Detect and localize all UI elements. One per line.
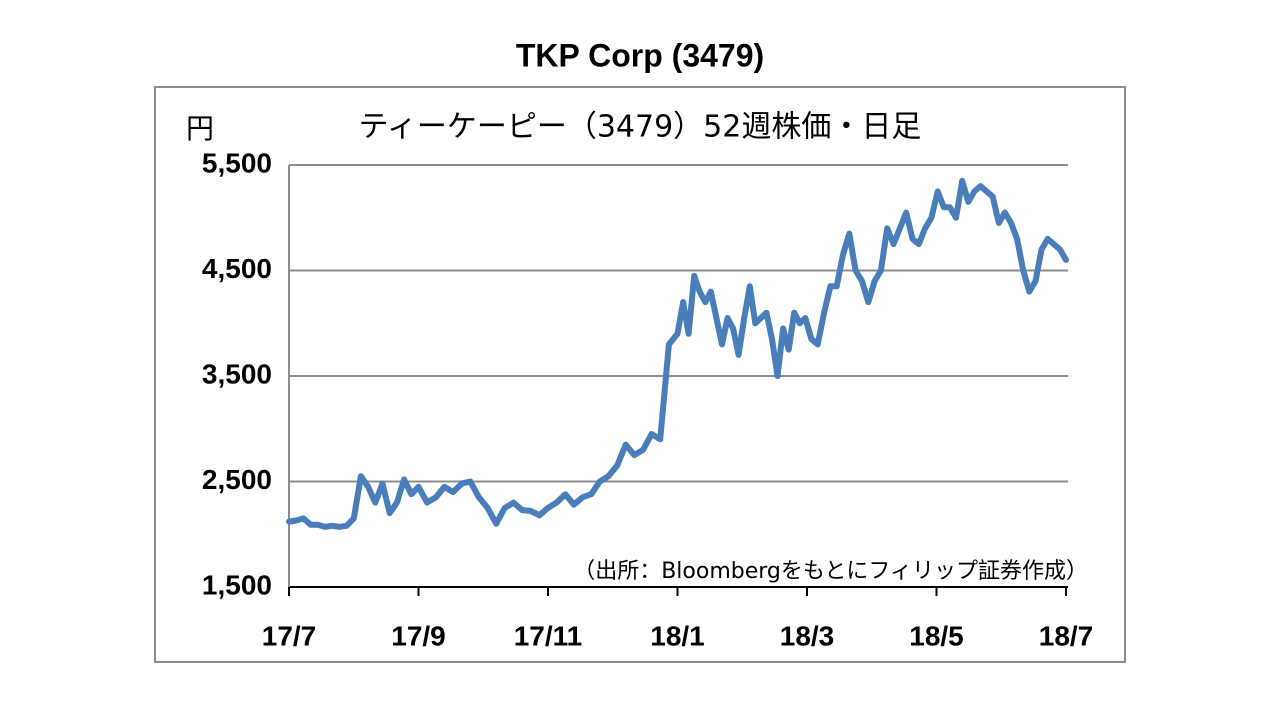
annotation: （出所：Bloombergをもとにフィリップ証券作成） — [573, 559, 1088, 584]
y-tick-label: 4,500 — [202, 253, 272, 284]
y-tick-label: 1,500 — [202, 569, 272, 600]
x-tick-label: 18/1 — [650, 620, 705, 651]
x-tick-label: 17/7 — [262, 620, 317, 651]
chart-subtitle: ティーケーピー（3479）52週株価・日足 — [359, 110, 922, 145]
x-tick-label: 18/3 — [780, 620, 835, 651]
price-line — [286, 177, 1069, 530]
y-tick-label: 5,500 — [202, 147, 272, 178]
x-tick-label: 18/5 — [909, 620, 964, 651]
x-tick-label: 17/11 — [514, 620, 583, 651]
x-tick-label: 17/9 — [391, 620, 446, 651]
y-unit-label: 円 — [186, 112, 214, 145]
y-tick-label: 2,500 — [202, 464, 272, 495]
chart-title: TKP Corp (3479) — [516, 37, 764, 73]
y-tick-label: 3,500 — [202, 358, 272, 389]
x-tick-label: 18/7 — [1039, 620, 1094, 651]
